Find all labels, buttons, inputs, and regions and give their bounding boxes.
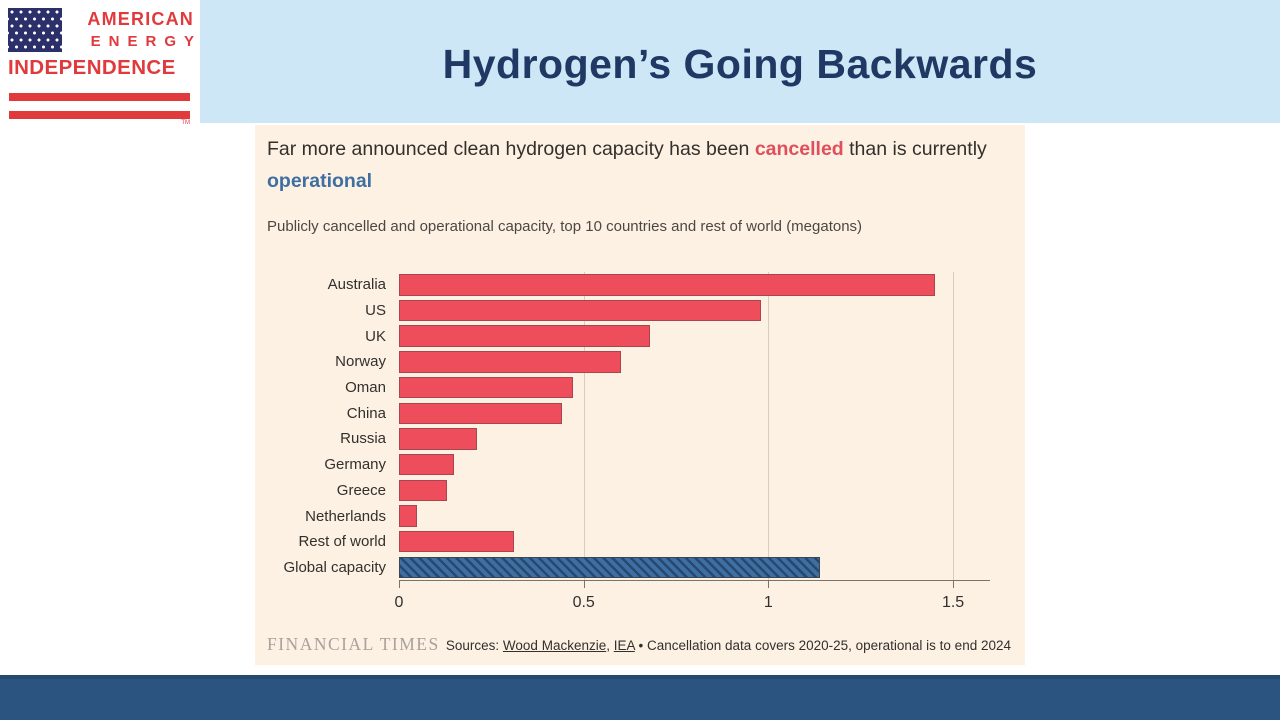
category-label: Oman (345, 379, 386, 397)
logo-line-american: AMERICAN (87, 9, 194, 29)
category-label: China (346, 404, 386, 422)
category-label: Russia (340, 430, 386, 448)
page-title: Hydrogen’s Going Backwards (442, 41, 1038, 87)
x-tick-label: 0.5 (572, 594, 595, 611)
logo-line-energy: ENERGY (90, 33, 202, 50)
cancelled-highlight: cancelled (754, 138, 844, 160)
bar-track (399, 428, 990, 450)
category-label: Rest of world (298, 533, 386, 551)
sources-separator: , (606, 638, 614, 653)
chart-subtitle: Publicly cancelled and operational capac… (267, 218, 863, 235)
axis-tick (768, 580, 770, 588)
axis-tick (583, 580, 585, 588)
bar-cancelled (399, 325, 651, 347)
headline-text-2: than is currently (843, 138, 987, 160)
panel-footer: FINANCIAL TIMES Sources: Wood Mackenzie,… (267, 634, 1011, 655)
chart-row: Norway (265, 349, 990, 375)
gridline (768, 272, 770, 580)
chart-rows: Australia US UK Norway Oman China Russia German… (265, 272, 990, 580)
financial-times-wordmark: FINANCIAL TIMES (267, 634, 440, 654)
axis-tick (953, 580, 955, 588)
category-label: Netherlands (305, 507, 386, 525)
bar-cancelled (399, 505, 418, 527)
bar-cancelled (399, 376, 573, 399)
flag-stripe-icon (9, 93, 190, 101)
sources-note: Sources: Wood Mackenzie, IEA • Cancellat… (446, 638, 1011, 653)
bar-track (399, 325, 990, 347)
sources-suffix: • Cancellation data covers 2020-25, oper… (634, 638, 1011, 653)
bar-track (399, 402, 990, 425)
logo-words: AMERICAN ENERGY (73, 8, 194, 52)
american-energy-independence-logo: AMERICAN ENERGY INDEPENDENCE TM (8, 8, 194, 126)
gridline (953, 272, 955, 580)
chart-row: China (265, 400, 990, 426)
bar-track (399, 556, 990, 579)
bar-cancelled (399, 351, 621, 373)
trademark-mark: TM (181, 120, 190, 126)
bar-track (399, 505, 990, 527)
x-tick-label: 1 (763, 594, 773, 611)
bar-cancelled (399, 274, 935, 296)
bar-cancelled (399, 299, 761, 322)
plot-grid: 0 0.5 1 1.5 (395, 272, 990, 611)
x-tick-label: 1.5 (941, 594, 965, 611)
logo-line-independence: INDEPENDENCE (8, 56, 176, 79)
bar-track (399, 351, 990, 373)
bar-track (399, 453, 990, 476)
chart-row: Global capacity (265, 555, 990, 581)
chart-row: Greece (265, 478, 990, 504)
bar-cancelled (399, 428, 477, 450)
category-label: UK (365, 327, 386, 345)
operational-highlight: operational (267, 169, 373, 192)
flag-stars-icon (8, 8, 62, 52)
flag-stripe-icon (9, 111, 190, 119)
category-label: Norway (335, 353, 386, 371)
sources-prefix: Sources: (445, 638, 503, 653)
category-label: Australia (327, 276, 386, 294)
chart-row: Netherlands (265, 503, 990, 529)
bar-track (399, 530, 990, 553)
headline-text-1: Far more announced clean hydrogen capaci… (267, 138, 755, 160)
source-link-iea[interactable]: IEA (613, 638, 635, 653)
gridline (583, 272, 585, 580)
chart-row: Oman (265, 375, 990, 401)
chart-row: UK (265, 323, 990, 349)
bar-cancelled (399, 453, 455, 476)
bar-cancelled (399, 530, 514, 553)
bar-operational (399, 556, 821, 579)
chart-row: US (265, 298, 990, 324)
axis-tick (399, 580, 400, 588)
bar-track (399, 376, 990, 399)
ft-chart-panel: Far more announced clean hydrogen capaci… (255, 125, 1025, 665)
x-tick-label: 0 (394, 594, 404, 611)
footer-band (0, 675, 1280, 720)
bar-track (399, 274, 990, 296)
bar-cancelled (399, 402, 562, 425)
chart-row: Russia (265, 426, 990, 452)
logo-top-row: AMERICAN ENERGY (8, 8, 194, 52)
chart-row: Rest of world (265, 529, 990, 555)
chart-row: Germany (265, 452, 990, 478)
category-label: Germany (324, 456, 386, 474)
bar-cancelled (399, 479, 448, 502)
bar-track (399, 479, 990, 502)
header-band: Hydrogen’s Going Backwards (200, 0, 1280, 123)
category-label: Global capacity (283, 558, 386, 576)
category-label: US (365, 302, 386, 320)
bar-chart: 0 0.5 1 1.5 Australia US UK Norway Oman China Rus… (265, 272, 990, 622)
x-axis-line (399, 580, 990, 581)
bar-track (399, 299, 990, 322)
category-label: Greece (336, 481, 386, 499)
source-link-wood-mackenzie[interactable]: Wood Mackenzie (502, 638, 607, 653)
chart-row: Australia (265, 272, 990, 298)
chart-headline: Far more announced clean hydrogen capaci… (267, 134, 992, 197)
